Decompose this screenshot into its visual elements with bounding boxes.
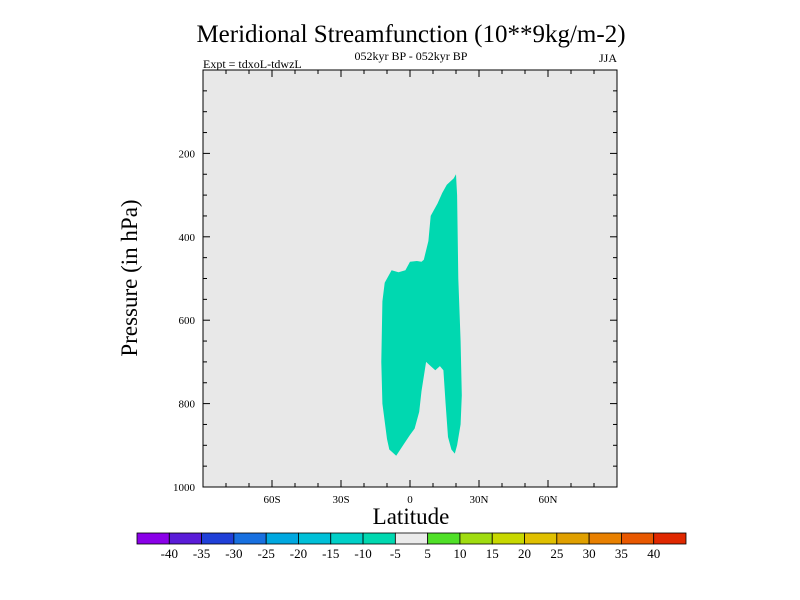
colorbar-swatch xyxy=(265,532,299,545)
chart-subtitle-right: JJA xyxy=(599,51,617,65)
colorbar-label: -25 xyxy=(258,546,275,561)
chart-subtitle-center: 052kyr BP - 052kyr BP xyxy=(355,49,468,63)
colorbar-swatch xyxy=(524,532,558,545)
colorbar-swatch xyxy=(233,532,267,545)
colorbar-label: -10 xyxy=(354,546,371,561)
y-tick-label: 1000 xyxy=(173,482,196,494)
colorbar-swatch xyxy=(362,532,396,545)
contour-region-0 xyxy=(381,174,462,456)
colorbar-swatch xyxy=(330,532,364,545)
y-axis-ticks: 200 400 600 800 1000 xyxy=(173,90,617,494)
colorbar-swatch xyxy=(298,532,332,545)
colorbar-label: -20 xyxy=(290,546,307,561)
colorbar-label: 35 xyxy=(615,546,628,561)
colorbar: -40 -35 -30 -25 -20 -15 -10 -5 5 10 15 20 25 30 35 40 xyxy=(136,532,687,561)
x-tick-label: 30S xyxy=(332,494,349,506)
colorbar-swatch xyxy=(201,532,235,545)
colorbar-label: -40 xyxy=(161,546,178,561)
colorbar-label: 25 xyxy=(550,546,563,561)
y-axis-title: Pressure (in hPa) xyxy=(117,199,142,356)
colorbar-swatch xyxy=(556,532,590,545)
x-tick-label: 60N xyxy=(539,494,558,506)
colorbar-label: 5 xyxy=(424,546,431,561)
colorbar-swatch xyxy=(588,532,622,545)
colorbar-label: -35 xyxy=(193,546,210,561)
colorbar-swatch xyxy=(394,532,429,545)
colorbar-swatch xyxy=(459,532,493,545)
x-axis-title: Latitude xyxy=(373,504,450,529)
x-tick-label: 30N xyxy=(470,494,489,506)
chart-title: Meridional Streamfunction (10**9kg/m-2) xyxy=(196,21,625,48)
colorbar-label: 30 xyxy=(583,546,596,561)
y-tick-label: 600 xyxy=(179,315,196,327)
y-tick-label: 400 xyxy=(179,232,196,244)
colorbar-swatch xyxy=(491,532,525,545)
colorbar-label: 10 xyxy=(453,546,466,561)
colorbar-label: -30 xyxy=(225,546,242,561)
colorbar-swatch xyxy=(427,532,461,545)
colorbar-swatch xyxy=(653,532,687,545)
filled-contours xyxy=(381,174,462,456)
colorbar-label: 15 xyxy=(486,546,499,561)
y-tick-label: 200 xyxy=(179,148,196,160)
x-tick-label: 0 xyxy=(407,494,413,506)
colorbar-label: -5 xyxy=(390,546,401,561)
colorbar-swatch xyxy=(168,532,202,545)
y-tick-label: 800 xyxy=(179,399,196,411)
x-tick-label: 60S xyxy=(263,494,280,506)
colorbar-label: 40 xyxy=(647,546,660,561)
chart-subtitle-left: Expt = tdxoL-tdwzL xyxy=(203,57,302,71)
colorbar-swatch xyxy=(136,532,170,545)
colorbar-label: 20 xyxy=(518,546,531,561)
colorbar-swatch xyxy=(621,532,655,545)
x-axis-ticks: 60S 30S 0 30N 60N xyxy=(225,70,595,506)
colorbar-label: -15 xyxy=(322,546,339,561)
